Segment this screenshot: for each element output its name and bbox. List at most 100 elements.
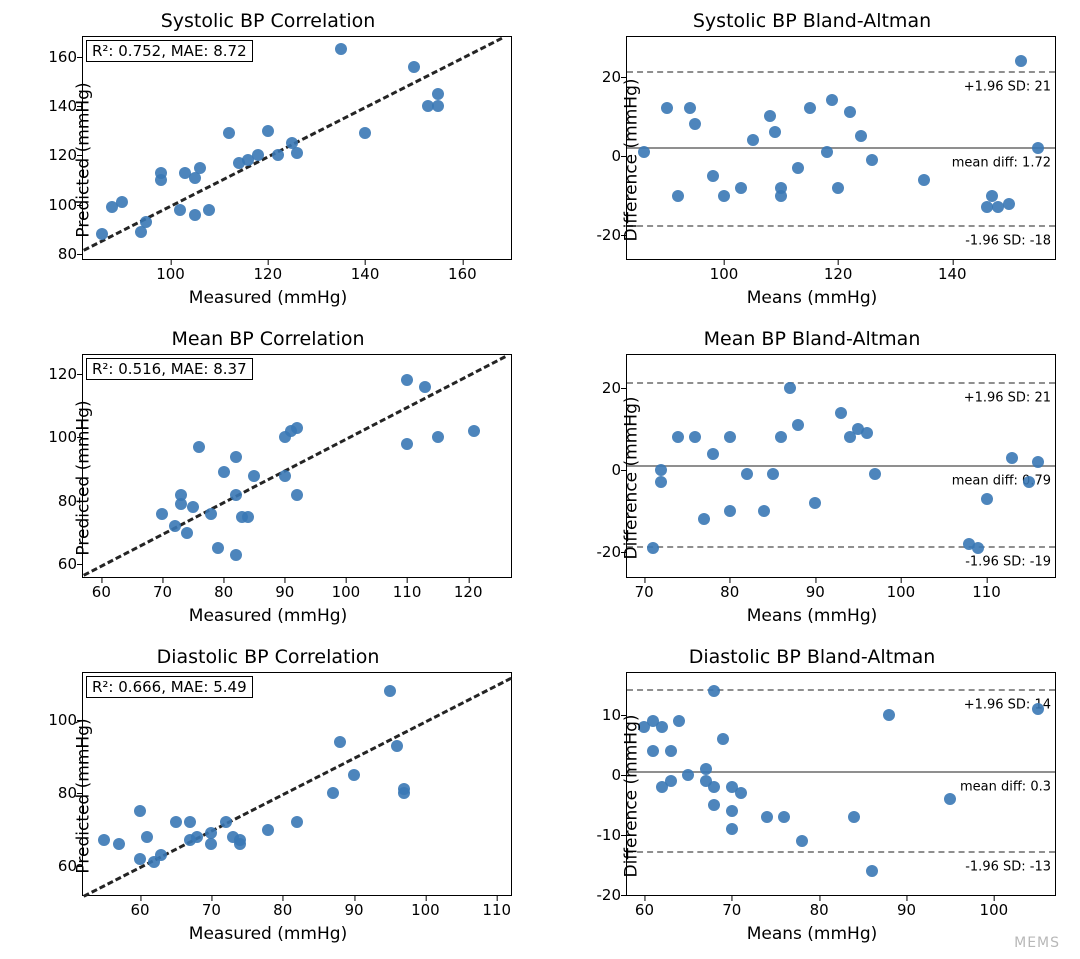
x-axis-label: Measured (mmHg) xyxy=(10,288,526,308)
data-point xyxy=(809,497,821,509)
data-point xyxy=(155,167,167,179)
x-tick: 110 xyxy=(972,583,1001,601)
chart-title: Systolic BP Bland-Altman xyxy=(554,10,1070,32)
y-axis-label: Difference (mmHg) xyxy=(622,78,642,241)
data-point xyxy=(726,823,738,835)
data-point xyxy=(141,831,153,843)
data-point xyxy=(724,505,736,517)
data-point xyxy=(194,162,206,174)
data-point xyxy=(918,174,930,186)
data-point xyxy=(205,827,217,839)
upper-sd-line xyxy=(627,382,1055,384)
plot-area: 607080901001101206080100120R²: 0.516, MA… xyxy=(82,354,512,578)
lower-sd-line-label: -1.96 SD: -18 xyxy=(965,234,1051,249)
data-point xyxy=(826,94,838,106)
data-point xyxy=(140,216,152,228)
data-point xyxy=(155,849,167,861)
data-point xyxy=(682,769,694,781)
data-point xyxy=(689,118,701,130)
x-tick: 160 xyxy=(448,265,477,283)
data-point xyxy=(1003,198,1015,210)
mean-diff-line xyxy=(627,465,1055,467)
chart-title: Diastolic BP Correlation xyxy=(10,646,526,668)
data-point xyxy=(432,431,444,443)
y-tick: -20 xyxy=(597,543,622,561)
data-point xyxy=(218,466,230,478)
data-point xyxy=(205,838,217,850)
data-point xyxy=(134,853,146,865)
x-tick: 120 xyxy=(824,265,853,283)
data-point xyxy=(855,130,867,142)
data-point xyxy=(262,125,274,137)
sys_ba-panel: Systolic BP Bland-Altman100120140-20020+… xyxy=(554,10,1070,310)
data-point xyxy=(230,489,242,501)
data-point xyxy=(116,196,128,208)
data-point xyxy=(98,834,110,846)
data-point xyxy=(391,740,403,752)
data-point xyxy=(708,685,720,697)
data-point xyxy=(468,425,480,437)
data-point xyxy=(96,228,108,240)
data-point xyxy=(986,190,998,202)
upper-sd-line xyxy=(627,71,1055,73)
data-point xyxy=(769,126,781,138)
x-tick: 80 xyxy=(214,583,233,601)
mean-diff-line-label: mean diff: 0.79 xyxy=(952,473,1051,488)
upper-sd-line-label: +1.96 SD: 21 xyxy=(964,79,1051,94)
data-point xyxy=(866,154,878,166)
x-tick: 100 xyxy=(411,901,440,919)
data-point xyxy=(262,824,274,836)
data-point xyxy=(861,427,873,439)
data-point xyxy=(661,102,673,114)
data-point xyxy=(1006,452,1018,464)
data-point xyxy=(1032,142,1044,154)
data-point xyxy=(764,110,776,122)
lower-sd-line-label: -1.96 SD: -19 xyxy=(965,555,1051,570)
data-point xyxy=(252,149,264,161)
data-point xyxy=(212,542,224,554)
data-point xyxy=(698,513,710,525)
data-point xyxy=(398,783,410,795)
data-point xyxy=(334,736,346,748)
data-point xyxy=(220,816,232,828)
data-point xyxy=(758,505,770,517)
x-tick: 100 xyxy=(710,265,739,283)
x-tick: 140 xyxy=(351,265,380,283)
data-point xyxy=(869,468,881,480)
data-point xyxy=(700,763,712,775)
x-axis-label: Means (mmHg) xyxy=(554,924,1070,944)
data-point xyxy=(718,190,730,202)
data-point xyxy=(242,511,254,523)
lower-sd-line-label: -1.96 SD: -13 xyxy=(965,860,1051,875)
data-point xyxy=(187,501,199,513)
data-point xyxy=(1015,55,1027,67)
x-tick: 60 xyxy=(131,901,150,919)
x-tick: 140 xyxy=(938,265,967,283)
x-tick: 90 xyxy=(897,901,916,919)
data-point xyxy=(883,709,895,721)
data-point xyxy=(835,407,847,419)
data-point xyxy=(735,787,747,799)
data-point xyxy=(248,470,260,482)
data-point xyxy=(775,431,787,443)
data-point xyxy=(169,520,181,532)
x-tick: 60 xyxy=(635,901,654,919)
y-axis-label: Predicted (mmHg) xyxy=(74,718,94,873)
data-point xyxy=(230,451,242,463)
data-point xyxy=(191,831,203,843)
data-point xyxy=(981,493,993,505)
data-point xyxy=(432,100,444,112)
lower-sd-line xyxy=(627,225,1055,227)
x-axis-label: Measured (mmHg) xyxy=(10,606,526,626)
y-tick: 20 xyxy=(602,379,621,397)
x-tick: 110 xyxy=(482,901,511,919)
data-point xyxy=(655,476,667,488)
x-tick: 100 xyxy=(980,901,1009,919)
data-point xyxy=(432,88,444,100)
data-point xyxy=(992,201,1004,213)
data-point xyxy=(175,489,187,501)
data-point xyxy=(726,805,738,817)
data-point xyxy=(291,816,303,828)
y-tick: -10 xyxy=(597,826,622,844)
data-point xyxy=(848,811,860,823)
